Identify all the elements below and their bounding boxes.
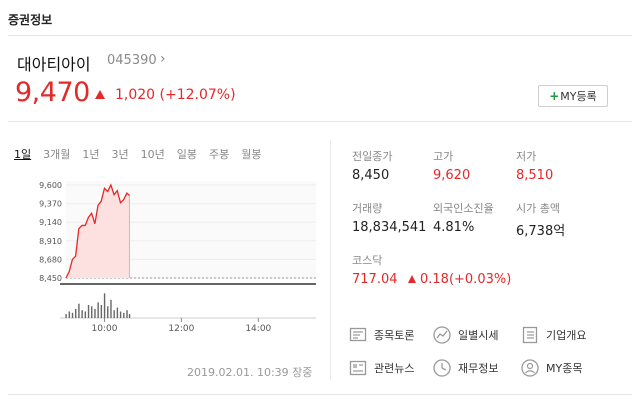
price-area — [66, 185, 130, 278]
link-label: 일별시세 — [458, 329, 499, 342]
volume-bar — [97, 302, 99, 318]
link-label: 기업개요 — [546, 329, 587, 342]
y-tick-label: 8,450 — [39, 274, 62, 283]
list-icon — [522, 326, 538, 344]
volume-bar — [110, 299, 112, 318]
volume-bar — [81, 310, 83, 318]
tab-period[interactable]: 1일 — [14, 148, 32, 161]
y-tick-label: 9,370 — [39, 200, 62, 209]
stat-value: 9,620 — [433, 168, 471, 183]
link-my-stocks[interactable]: MY종목 — [520, 358, 582, 378]
chevron-right-icon[interactable]: › — [160, 51, 166, 67]
volume-bar — [100, 305, 103, 318]
tab-period[interactable]: 10년 — [140, 148, 165, 161]
board-icon — [349, 327, 367, 342]
stat-label: 저가 — [516, 150, 537, 163]
my-register-button[interactable]: + MY등록 — [538, 85, 608, 107]
tab-period[interactable]: 1년 — [82, 148, 100, 161]
up-arrow-icon — [95, 90, 105, 99]
link-label: MY종목 — [546, 362, 583, 375]
volume-bar — [113, 310, 115, 318]
stat-prev-close: 전일종가 8,450 — [352, 148, 392, 183]
current-price: 9,470 — [15, 77, 90, 108]
stat-label: 시가 총액 — [516, 202, 560, 215]
tab-period[interactable]: 일봉 — [176, 148, 197, 161]
volume-bar — [116, 307, 119, 318]
link-related-news[interactable]: 관련뉴스 — [348, 358, 414, 378]
stat-label: 전일종가 — [352, 150, 393, 163]
stock-code[interactable]: 045390 — [107, 53, 157, 68]
kosdaq-label: 코스닥 — [352, 254, 383, 267]
tab-period[interactable]: 주봉 — [209, 148, 230, 161]
tab-period[interactable]: 3개월 — [43, 148, 71, 161]
tab-period[interactable]: 월봉 — [241, 148, 262, 161]
volume-bar — [94, 308, 96, 318]
stat-value: 4.81% — [433, 220, 475, 235]
link-label: 재무정보 — [458, 362, 499, 375]
section-title: 증권정보 — [8, 13, 53, 27]
divider — [8, 394, 632, 395]
link-company-overview[interactable]: 기업개요 — [520, 325, 586, 345]
y-tick-label: 9,600 — [39, 181, 62, 190]
volume-bar — [119, 311, 122, 318]
link-label: 종목토론 — [374, 329, 415, 342]
period-tabs: 1일 3개월 1년 3년 10년 일봉 주봉 월봉 — [14, 146, 274, 162]
stat-value: 18,834,541 — [352, 220, 427, 235]
volume-bar — [103, 293, 106, 318]
kosdaq-change: 0.18(+0.03%) — [420, 272, 512, 287]
y-tick-label: 8,910 — [39, 237, 62, 246]
link-discussion[interactable]: 종목토론 — [348, 325, 414, 345]
clock-icon — [433, 359, 451, 377]
volume-bar — [71, 312, 74, 318]
divider — [330, 140, 331, 380]
my-register-label: MY등록 — [560, 90, 597, 103]
volume-bar — [128, 314, 131, 318]
volume-bar — [68, 311, 71, 318]
volume-bar — [65, 314, 67, 318]
volume-bar — [107, 306, 109, 318]
trend-icon — [433, 326, 451, 344]
x-tick-label: 14:00 — [245, 324, 271, 334]
up-arrow-icon — [408, 275, 416, 283]
tab-period[interactable]: 3년 — [111, 148, 129, 161]
stat-high: 고가 9,620 — [433, 148, 470, 183]
volume-bar — [126, 310, 128, 318]
news-icon — [349, 360, 367, 376]
y-tick-label: 9,140 — [39, 218, 62, 227]
x-tick-label: 10:00 — [91, 324, 117, 334]
divider — [8, 35, 632, 36]
link-label: 관련뉴스 — [374, 362, 415, 375]
user-icon — [521, 359, 539, 377]
intraday-chart[interactable]: 9,600 9,370 9,140 8,910 8,680 8,450 10:00 12:00… — [0, 0, 330, 340]
volume-bar — [78, 303, 80, 318]
volume-bar — [91, 306, 93, 318]
stat-label: 고가 — [433, 150, 454, 163]
volume-bar — [84, 311, 87, 318]
stat-label: 거래량 — [352, 202, 383, 215]
kosdaq-value: 717.04 — [352, 272, 398, 287]
stat-foreign-ratio: 외국인소진율 4.81% — [433, 200, 494, 235]
stat-value: 8,510 — [516, 168, 554, 183]
volume-bar — [123, 312, 125, 318]
stat-value: 8,450 — [352, 168, 390, 183]
volume-bar — [87, 305, 90, 318]
link-daily-price[interactable]: 일별시세 — [432, 325, 498, 345]
stat-label: 외국인소진율 — [433, 202, 494, 215]
plus-icon: + — [549, 89, 560, 103]
link-financial-info[interactable]: 재무정보 — [432, 358, 498, 378]
stock-name[interactable]: 대아티아이 — [17, 55, 91, 74]
stat-value: 6,738억 — [516, 224, 566, 239]
stat-low: 저가 8,510 — [516, 148, 553, 183]
volume-bar — [75, 308, 77, 318]
stat-market-cap: 시가 총액 6,738억 — [516, 200, 565, 239]
stat-volume: 거래량 18,834,541 — [352, 200, 426, 235]
divider — [8, 121, 632, 122]
price-change: 1,020 (+12.07%) — [115, 87, 236, 103]
x-tick-label: 12:00 — [168, 324, 194, 334]
price-line — [65, 183, 130, 279]
timestamp: 2019.02.01. 10:39 장중 — [187, 366, 313, 379]
y-tick-label: 8,680 — [39, 255, 62, 264]
